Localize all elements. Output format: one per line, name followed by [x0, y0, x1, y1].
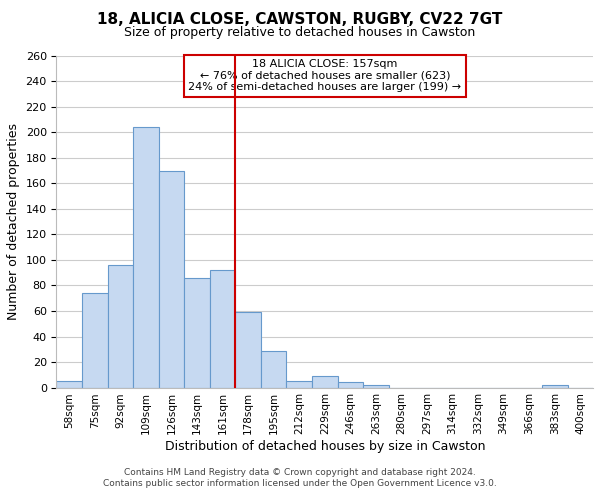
- Bar: [261, 350, 286, 388]
- Bar: [363, 385, 389, 388]
- Bar: [133, 128, 158, 388]
- Bar: [184, 278, 210, 388]
- Bar: [210, 270, 235, 388]
- Bar: [107, 265, 133, 388]
- Bar: [542, 385, 568, 388]
- Bar: [82, 293, 107, 388]
- Text: Contains HM Land Registry data © Crown copyright and database right 2024.
Contai: Contains HM Land Registry data © Crown c…: [103, 468, 497, 487]
- Text: Size of property relative to detached houses in Cawston: Size of property relative to detached ho…: [124, 26, 476, 39]
- Bar: [158, 170, 184, 388]
- Bar: [286, 381, 312, 388]
- Bar: [56, 381, 82, 388]
- Text: 18, ALICIA CLOSE, CAWSTON, RUGBY, CV22 7GT: 18, ALICIA CLOSE, CAWSTON, RUGBY, CV22 7…: [97, 12, 503, 28]
- X-axis label: Distribution of detached houses by size in Cawston: Distribution of detached houses by size …: [164, 440, 485, 453]
- Y-axis label: Number of detached properties: Number of detached properties: [7, 123, 20, 320]
- Bar: [338, 382, 363, 388]
- Bar: [235, 312, 261, 388]
- Text: 18 ALICIA CLOSE: 157sqm
← 76% of detached houses are smaller (623)
24% of semi-d: 18 ALICIA CLOSE: 157sqm ← 76% of detache…: [188, 60, 461, 92]
- Bar: [312, 376, 338, 388]
